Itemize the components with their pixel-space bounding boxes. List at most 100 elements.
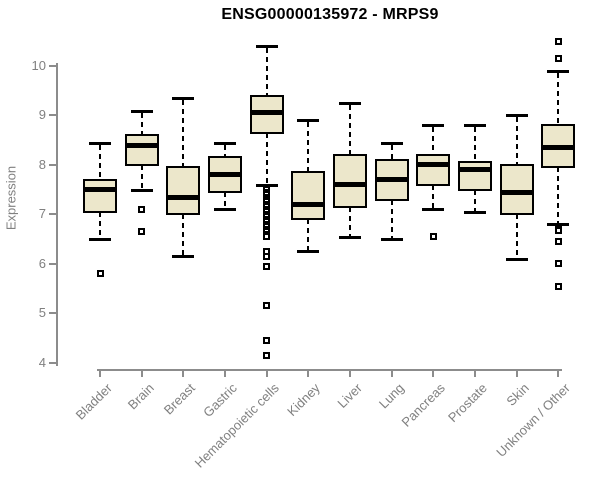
outlier-point [263, 262, 271, 270]
whisker-line-upper [265, 48, 268, 96]
whisker-cap-lower [89, 238, 111, 242]
outlier-point [554, 260, 562, 268]
x-tick-label: Pancreas [398, 380, 449, 430]
x-tick [307, 369, 310, 377]
y-tick-label: 10 [31, 58, 46, 73]
whisker-cap-lower [130, 188, 153, 192]
whisker-line-upper [307, 122, 310, 173]
whisker-line-upper [515, 117, 518, 165]
x-tick-label: Kidney [284, 380, 324, 420]
boxplot-median [458, 167, 493, 173]
boxplot-median [249, 110, 284, 116]
x-tick [349, 369, 352, 377]
whisker-line-upper [557, 72, 560, 126]
boxplot-median [166, 194, 201, 200]
boxplot-box [416, 154, 451, 186]
whisker-cap-upper [255, 45, 278, 49]
boxplot-median [208, 172, 242, 178]
outlier-point [554, 226, 562, 234]
y-tick-label: 7 [38, 206, 46, 222]
whisker-line-lower [224, 192, 226, 209]
y-tick-label: 5 [38, 305, 46, 321]
y-tick [49, 361, 56, 364]
boxplot-median [374, 177, 409, 183]
boxplot-box [291, 171, 326, 221]
y-tick [49, 114, 56, 117]
outlier-point [554, 238, 562, 246]
outlier-point [554, 55, 562, 63]
y-tick [49, 262, 56, 265]
x-tick [140, 369, 143, 377]
whisker-line-upper [99, 144, 101, 180]
whisker-cap-upper [380, 141, 403, 145]
chart-title: ENSG00000135972 - MRPS9 [221, 6, 439, 23]
outlier-point [263, 233, 271, 241]
boxplot-box [83, 178, 117, 213]
whisker-line-lower [99, 211, 101, 239]
whisker-cap-upper [89, 141, 111, 145]
x-axis-line [97, 369, 562, 371]
boxplot-box [166, 166, 201, 216]
whisker-line-lower [432, 184, 435, 209]
outlier-point [554, 282, 562, 290]
boxplot-median [124, 142, 159, 148]
x-tick [390, 369, 393, 377]
x-tick-label: Brain [124, 380, 157, 413]
x-tick-label: Skin [503, 380, 532, 409]
x-tick [474, 369, 477, 377]
outlier-point [429, 233, 437, 241]
boxplot-box [458, 161, 493, 191]
x-tick-label: Liver [334, 380, 365, 411]
whisker-line-lower [182, 214, 185, 256]
whisker-cap-lower [172, 255, 195, 259]
outlier-point [554, 37, 562, 45]
x-tick [99, 369, 101, 377]
outlier-point [138, 205, 146, 213]
outlier-point [263, 302, 271, 310]
whisker-cap-upper [130, 109, 153, 113]
whisker-cap-upper [297, 119, 320, 123]
boxplot-median [83, 187, 117, 193]
x-tick [515, 369, 518, 377]
outlier-point [263, 336, 271, 344]
boxplot-box [333, 154, 368, 208]
y-tick-label: 9 [38, 107, 46, 123]
outlier-point [263, 351, 271, 359]
whisker-cap-lower [297, 250, 320, 254]
y-tick [49, 163, 56, 166]
whisker-line-lower [265, 132, 268, 184]
whisker-line-lower [515, 214, 518, 258]
x-tick [432, 369, 435, 377]
whisker-cap-upper [505, 114, 528, 118]
whisker-line-lower [140, 164, 143, 189]
y-tick-label: 6 [38, 255, 46, 271]
y-tick [49, 65, 56, 67]
whisker-cap-lower [505, 257, 528, 261]
boxplot-median [499, 189, 534, 195]
outlier-point [96, 270, 104, 278]
whisker-cap-lower [422, 208, 445, 212]
whisker-line-upper [349, 105, 352, 155]
y-axis-title: Expression [3, 165, 19, 231]
outlier-point [138, 228, 146, 236]
whisker-line-lower [307, 219, 310, 251]
whisker-cap-upper [422, 124, 445, 128]
boxplot-median [541, 145, 576, 151]
boxplot-median [416, 162, 451, 168]
whisker-line-upper [474, 127, 477, 163]
boxplot-median [333, 182, 368, 188]
whisker-cap-lower [464, 210, 487, 214]
whisker-cap-upper [172, 97, 195, 101]
y-tick-label: 8 [38, 156, 46, 172]
whisker-cap-lower [339, 235, 362, 239]
x-tick-label: Breast [161, 380, 199, 418]
whisker-cap-upper [547, 69, 570, 73]
whisker-line-upper [432, 127, 435, 155]
boxplot-median [291, 201, 326, 207]
x-tick-label: Bladder [72, 380, 115, 423]
whisker-cap-upper [214, 141, 236, 145]
whisker-line-lower [474, 189, 477, 211]
whisker-line-upper [224, 144, 226, 158]
whisker-line-upper [140, 112, 143, 136]
